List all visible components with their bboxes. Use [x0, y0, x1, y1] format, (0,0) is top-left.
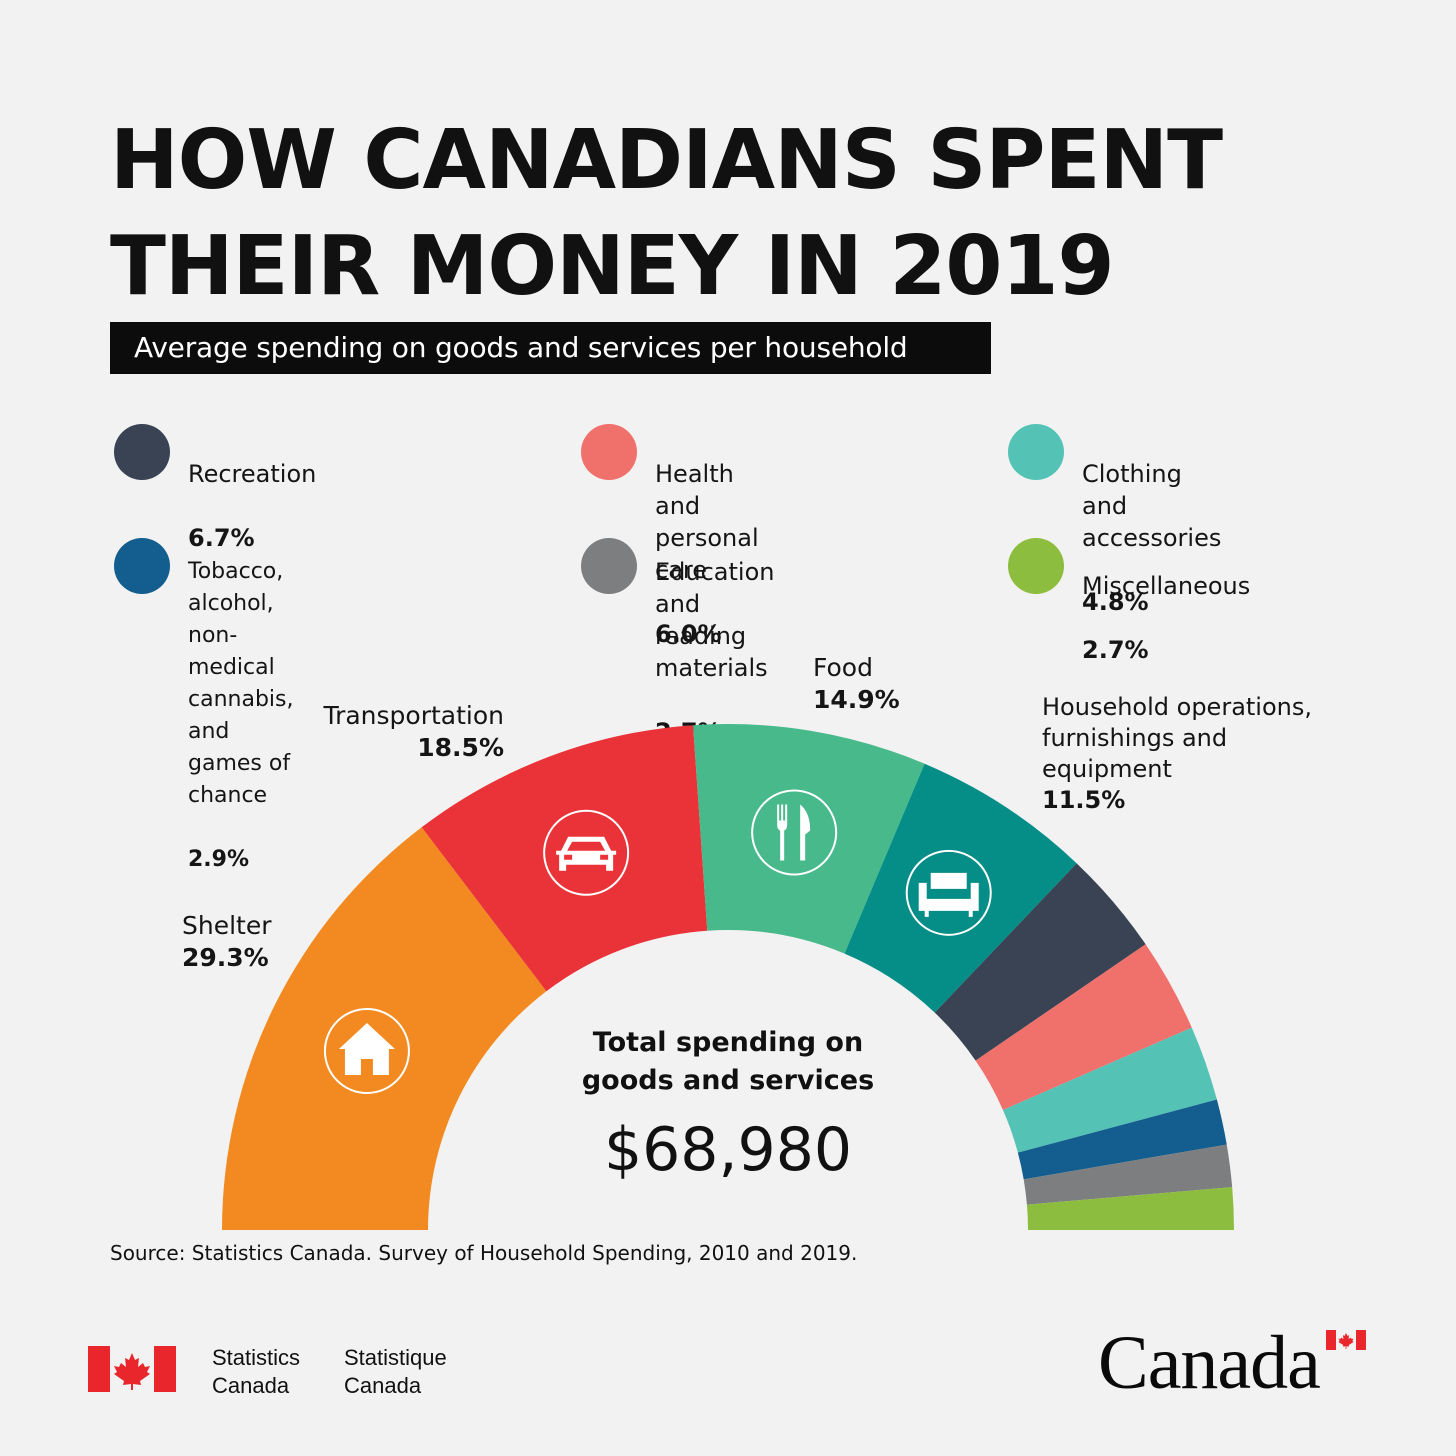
legend-value: 6.7% — [188, 524, 255, 552]
segment-health-and-personal-care — [975, 944, 1192, 1110]
legend-dot-tobacco — [114, 538, 170, 594]
house-icon — [323, 1008, 410, 1095]
category-name: Transportation — [323, 701, 504, 730]
segment-transportation — [421, 725, 708, 992]
legend-dot-health — [581, 424, 637, 480]
segment-education-and-reading-materials — [1023, 1144, 1233, 1205]
source-note: Source: Statistics Canada. Survey of Hou… — [110, 1241, 858, 1265]
legend-value: 2.7% — [1082, 636, 1149, 664]
signature-english: Statistics Canada — [212, 1345, 301, 1398]
canada-flag-icon — [88, 1346, 176, 1392]
category-value: 14.9% — [813, 685, 900, 714]
chart-segments — [222, 724, 1234, 1230]
page-title: HOW CANADIANS SPENT THEIR MONEY IN 2019 — [110, 108, 1410, 320]
segment-recreation — [934, 863, 1146, 1061]
subtitle-text: Average spending on goods and services p… — [134, 331, 908, 364]
total-spending-label: Total spending on goods and services — [581, 1027, 875, 1096]
legend-dot-education — [581, 538, 637, 594]
category-name: Household operations, furnishings and eq… — [1042, 693, 1312, 783]
legend-label: Tobacco, alcohol, non-medical cannabis, … — [188, 559, 294, 808]
category-name: Shelter — [182, 911, 272, 940]
wordmark-flag-icon — [1326, 1330, 1366, 1350]
title-line-1: HOW CANADIANS SPENT — [110, 113, 1223, 208]
segment-food — [693, 724, 925, 954]
segment-clothing-and-accessories — [1002, 1027, 1217, 1153]
category-label-food: Food 14.9% — [813, 652, 900, 716]
category-label-shelter: Shelter 29.3% — [182, 910, 272, 974]
legend-label: Clothing and accessories — [1082, 460, 1222, 552]
legend-dot-clothing — [1008, 424, 1064, 480]
legend-value: 2.9% — [188, 847, 250, 872]
legend-label: Miscellaneous — [1082, 572, 1251, 600]
legend-dot-miscellaneous — [1008, 538, 1064, 594]
canada-wordmark: Canada — [1098, 1321, 1321, 1405]
segment-miscellaneous — [1026, 1187, 1234, 1230]
category-label-household: Household operations, furnishings and eq… — [1042, 692, 1312, 816]
signature-french: Statistique Canada — [344, 1345, 447, 1398]
chart-icons — [323, 789, 992, 1095]
category-value: 29.3% — [182, 943, 269, 972]
title-line-2: THEIR MONEY IN 2019 — [110, 219, 1115, 314]
category-value: 11.5% — [1042, 786, 1126, 814]
legend-value: 6.0% — [655, 620, 722, 648]
category-name: Food — [813, 653, 873, 682]
legend-dot-recreation — [114, 424, 170, 480]
legend-label: Recreation — [188, 460, 317, 488]
total-spending-value: $68,980 — [603, 1115, 853, 1185]
category-label-transportation: Transportation 18.5% — [304, 700, 504, 764]
legend-value: 4.8% — [1082, 588, 1149, 616]
car-icon — [543, 809, 630, 896]
legend-label: Education and reading materials — [655, 558, 775, 682]
legend-label: Health and personal care — [655, 460, 759, 584]
segment-shelter — [222, 827, 547, 1230]
category-value: 18.5% — [417, 733, 504, 762]
subtitle-banner: Average spending on goods and services p… — [110, 322, 991, 374]
fork-knife-icon — [751, 789, 838, 876]
segment-tobacco-alcohol-non-medical-cannabis-and-games-of-chance — [1017, 1099, 1227, 1180]
sofa-icon — [905, 849, 992, 936]
